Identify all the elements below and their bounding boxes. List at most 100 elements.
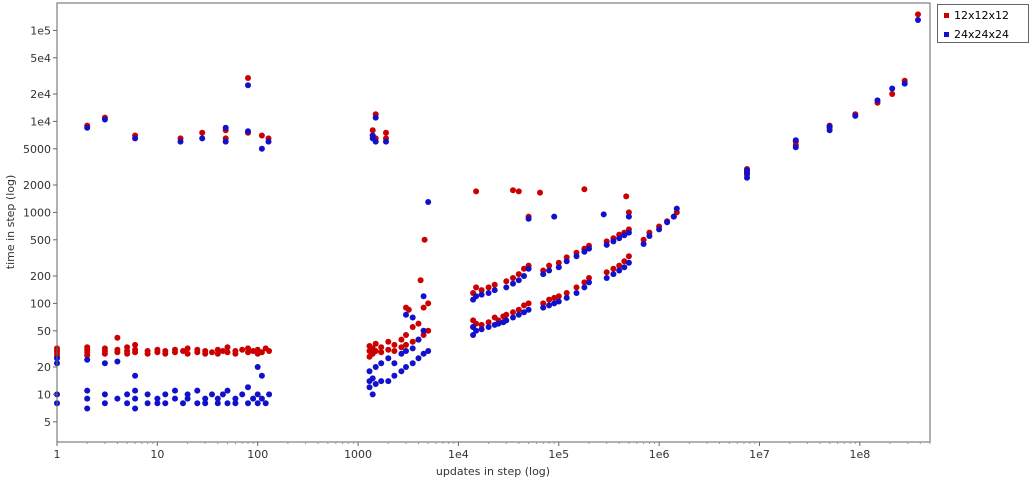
data-point <box>625 213 632 220</box>
data-point <box>515 188 522 195</box>
data-point <box>245 345 251 352</box>
data-point <box>219 391 226 398</box>
data-point <box>378 344 385 351</box>
data-point <box>485 284 492 291</box>
data-point <box>245 128 251 135</box>
x-tick-label: 1 <box>54 448 61 461</box>
data-point <box>154 346 161 353</box>
data-point <box>378 360 385 367</box>
data-point <box>420 327 427 334</box>
data-point <box>623 193 630 200</box>
data-point <box>425 199 432 205</box>
data-point <box>563 290 570 296</box>
data-point <box>581 279 588 286</box>
data-point <box>792 137 799 144</box>
data-point <box>621 264 628 271</box>
x-tick-label: 10 <box>150 448 164 461</box>
data-point <box>224 349 231 356</box>
data-point <box>521 273 527 279</box>
data-point <box>219 348 226 354</box>
data-point <box>202 395 209 402</box>
data-point <box>525 300 532 307</box>
data-point <box>372 138 379 145</box>
data-point <box>555 298 562 305</box>
data-point <box>194 387 201 394</box>
data-point <box>84 356 91 363</box>
data-point <box>144 350 151 357</box>
data-point <box>254 391 261 398</box>
data-point <box>250 395 257 402</box>
y-tick-label: 5 <box>44 416 51 429</box>
data-point <box>521 302 527 309</box>
data-point <box>625 253 632 260</box>
data-point <box>515 277 522 284</box>
data-point <box>84 344 91 351</box>
data-point <box>162 350 169 357</box>
data-point <box>224 400 231 407</box>
data-point <box>202 350 209 357</box>
data-point <box>114 349 121 356</box>
data-point <box>132 341 139 348</box>
data-point <box>184 345 191 352</box>
data-point <box>573 290 580 296</box>
data-point <box>366 384 373 391</box>
data-point <box>222 124 229 131</box>
data-point <box>199 129 206 136</box>
data-point <box>473 284 480 291</box>
data-point <box>546 267 553 274</box>
data-point <box>369 375 376 382</box>
data-point <box>792 144 799 151</box>
data-point <box>555 293 562 300</box>
data-point <box>245 384 251 391</box>
data-point <box>621 258 628 265</box>
data-point <box>224 344 231 351</box>
data-point <box>385 355 392 362</box>
data-point <box>420 332 427 338</box>
data-point <box>417 277 424 284</box>
data-point <box>503 278 510 285</box>
data-point <box>600 211 607 218</box>
data-point <box>616 235 623 242</box>
data-point <box>202 400 209 407</box>
data-point <box>101 391 108 398</box>
legend-label-series-2: 24x24x24 <box>954 28 1010 41</box>
data-point <box>478 326 485 333</box>
data-point <box>114 358 121 365</box>
data-point <box>581 186 588 193</box>
data-point <box>144 391 151 398</box>
data-point <box>84 352 91 359</box>
data-point <box>581 284 588 291</box>
data-point <box>826 123 833 130</box>
data-point <box>372 340 379 347</box>
data-point <box>184 350 191 357</box>
data-point <box>199 135 206 142</box>
data-point <box>403 341 409 348</box>
data-point <box>258 372 265 379</box>
y-tick-label: 2e4 <box>30 88 51 101</box>
legend-swatch-series-2 <box>944 32 949 37</box>
x-tick-label: 1e8 <box>849 448 870 461</box>
data-point <box>415 355 422 362</box>
data-point <box>162 391 169 398</box>
data-point <box>491 281 498 288</box>
y-tick-label: 50 <box>37 325 51 338</box>
data-point <box>586 245 592 252</box>
data-point <box>114 334 121 341</box>
data-point <box>84 124 91 131</box>
data-point <box>409 360 416 367</box>
data-point <box>132 387 139 394</box>
data-point <box>378 378 385 385</box>
y-tick-label: 1e5 <box>30 24 51 37</box>
data-point <box>525 215 532 222</box>
data-point <box>258 349 265 356</box>
data-point <box>391 341 398 348</box>
data-point <box>415 320 422 327</box>
data-point <box>132 346 139 353</box>
data-point <box>239 391 246 398</box>
data-point <box>510 309 516 316</box>
data-point <box>101 400 108 407</box>
y-tick-label: 1e4 <box>30 115 51 128</box>
data-point <box>172 346 178 353</box>
points-layer <box>54 11 921 412</box>
